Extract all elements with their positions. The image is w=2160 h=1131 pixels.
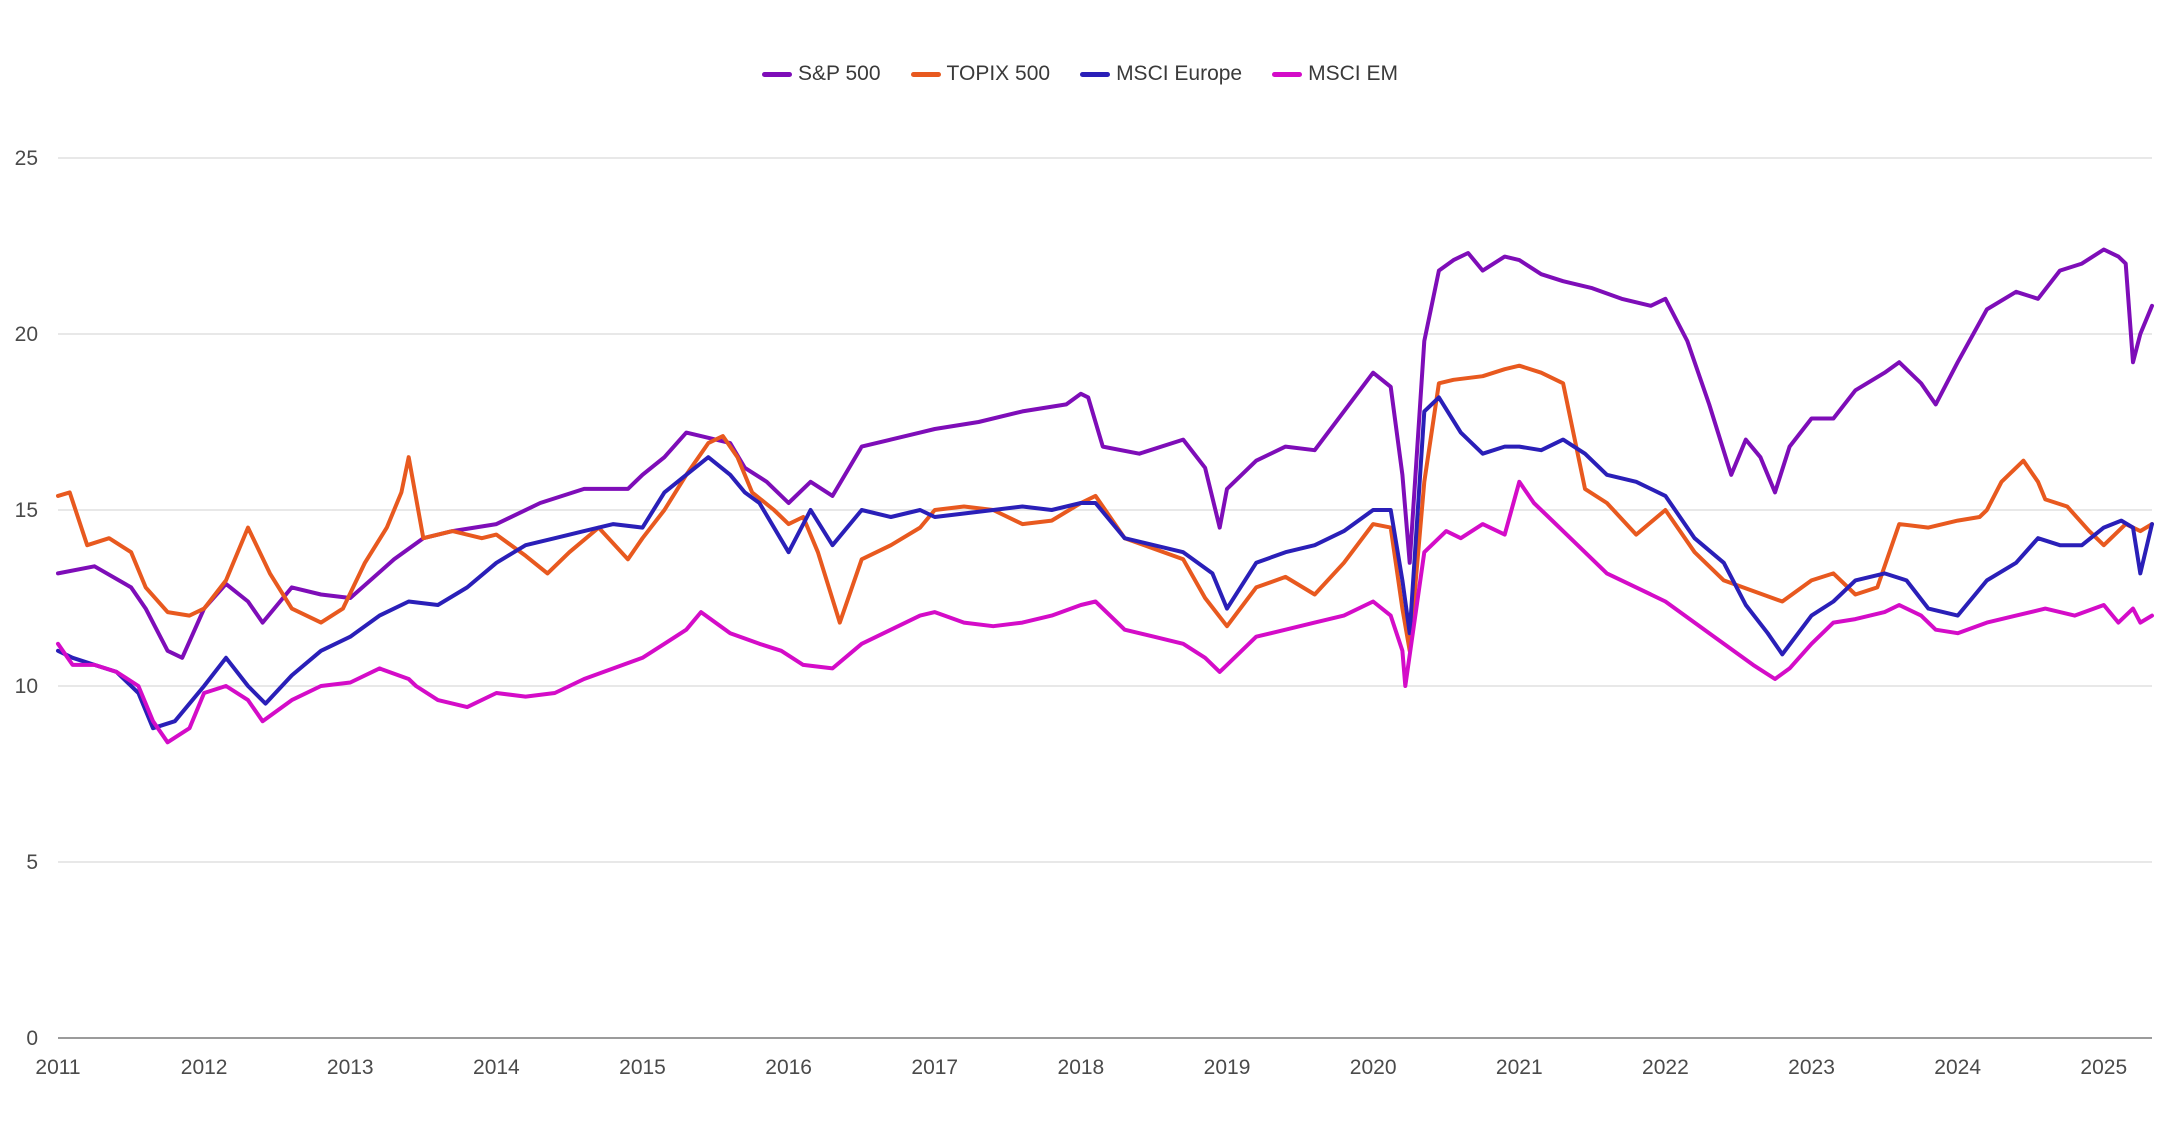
x-tick-label: 2017: [911, 1056, 958, 1079]
legend-item-topix500[interactable]: TOPIX 500: [910, 62, 1051, 86]
y-tick-label: 15: [15, 499, 38, 522]
y-tick-label: 10: [15, 675, 38, 698]
x-tick-label: 2021: [1496, 1056, 1543, 1079]
legend-item-msci-europe[interactable]: MSCI Europe: [1080, 62, 1242, 86]
y-axis-ticks: 0 5 10 15 20 25: [15, 147, 38, 1050]
legend-label-msci-em: MSCI EM: [1308, 62, 1398, 85]
x-tick-label: 2018: [1058, 1056, 1105, 1079]
legend-swatch-msci-europe: [1080, 71, 1111, 77]
series-line-msci-em: [56, 479, 2154, 745]
series-line-topix-500: [56, 363, 2154, 653]
legend-swatch-msci-em: [1272, 71, 1303, 77]
x-tick-label: 2016: [765, 1056, 812, 1079]
legend-label-topix500: TOPIX 500: [946, 62, 1051, 85]
x-tick-label: 2022: [1642, 1056, 1689, 1079]
gridlines: [58, 157, 2152, 1039]
x-tick-label: 2025: [2080, 1056, 2127, 1079]
y-tick-label: 20: [15, 323, 38, 346]
legend-item-sp500[interactable]: S&P 500: [762, 62, 881, 86]
x-tick-label: 2014: [473, 1056, 520, 1079]
legend-label-sp500: S&P 500: [798, 62, 881, 85]
legend-swatch-topix500: [910, 71, 941, 77]
x-tick-label: 2011: [35, 1056, 80, 1079]
legend-label-msci-europe: MSCI Europe: [1116, 62, 1243, 85]
chart-legend: S&P 500 TOPIX 500 MSCI Europe MSCI EM: [0, 62, 2160, 86]
y-tick-label: 5: [26, 851, 38, 874]
x-tick-label: 2012: [181, 1056, 228, 1079]
series-line-s-p-500: [56, 247, 2154, 660]
x-tick-label: 2015: [619, 1056, 666, 1079]
y-tick-label: 0: [26, 1027, 38, 1050]
x-tick-label: 2024: [1934, 1056, 1981, 1079]
x-tick-label: 2019: [1204, 1056, 1251, 1079]
x-tick-label: 2020: [1350, 1056, 1397, 1079]
x-tick-label: 2023: [1788, 1056, 1835, 1079]
x-tick-label: 2013: [327, 1056, 374, 1079]
x-axis-ticks: 2011 2012 2013 2014 2015 2016 2017 2018 2019 2020…: [35, 1056, 2127, 1079]
legend-swatch-sp500: [762, 71, 793, 77]
series-line-msci-europe: [56, 395, 2154, 731]
y-tick-label: 25: [15, 147, 38, 170]
legend-item-msci-em[interactable]: MSCI EM: [1272, 62, 1398, 86]
series-lines: [56, 247, 2154, 745]
